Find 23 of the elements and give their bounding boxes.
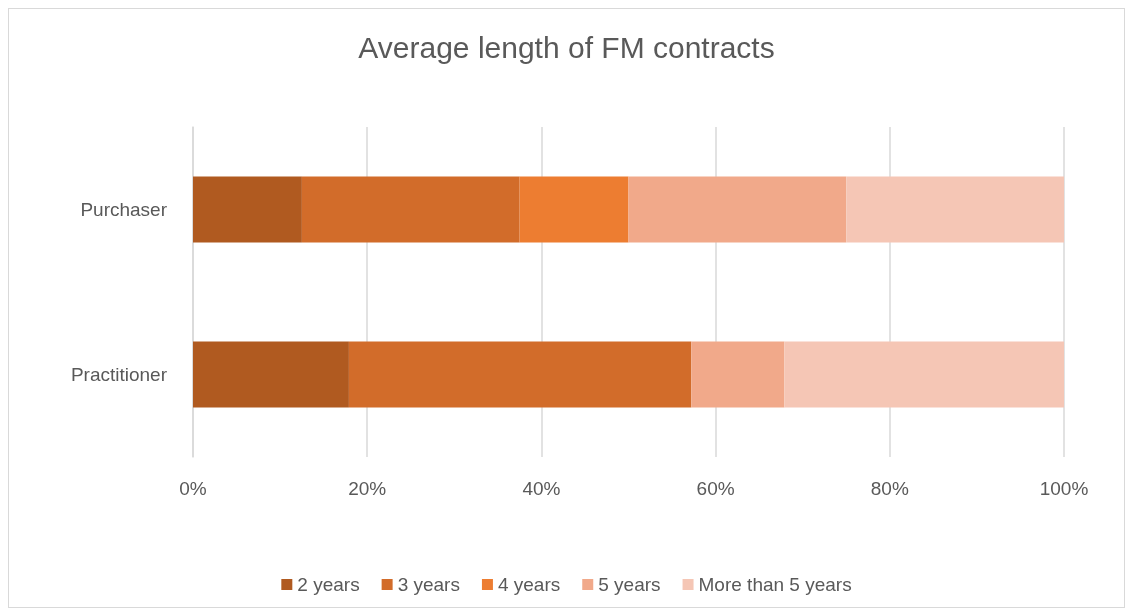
x-tick-label: 60% [696,478,735,499]
bar [784,341,1064,408]
bar [846,176,1064,243]
x-tick-label: 100% [1039,478,1089,499]
legend-label: More than 5 years [698,574,852,595]
legend-label: 3 years [397,574,460,595]
x-tick-label: 80% [870,478,909,499]
legend-label: 2 years [297,574,360,595]
legend-label: 4 years [497,574,561,595]
chart-title: Average length of FM contracts [358,30,775,64]
bar [193,341,349,408]
legend-label: 5 years [598,574,661,595]
bar [193,176,302,243]
bar [301,176,520,243]
x-tick-label: 20% [348,478,387,499]
bar [628,176,847,243]
bar [691,341,785,408]
y-tick-label: Purchaser [80,199,168,220]
bar [519,176,629,243]
y-tick-label: Practitioner [70,364,168,385]
x-tick-label: 0% [179,478,207,499]
bar [348,341,692,408]
x-tick-label: 40% [522,478,561,499]
